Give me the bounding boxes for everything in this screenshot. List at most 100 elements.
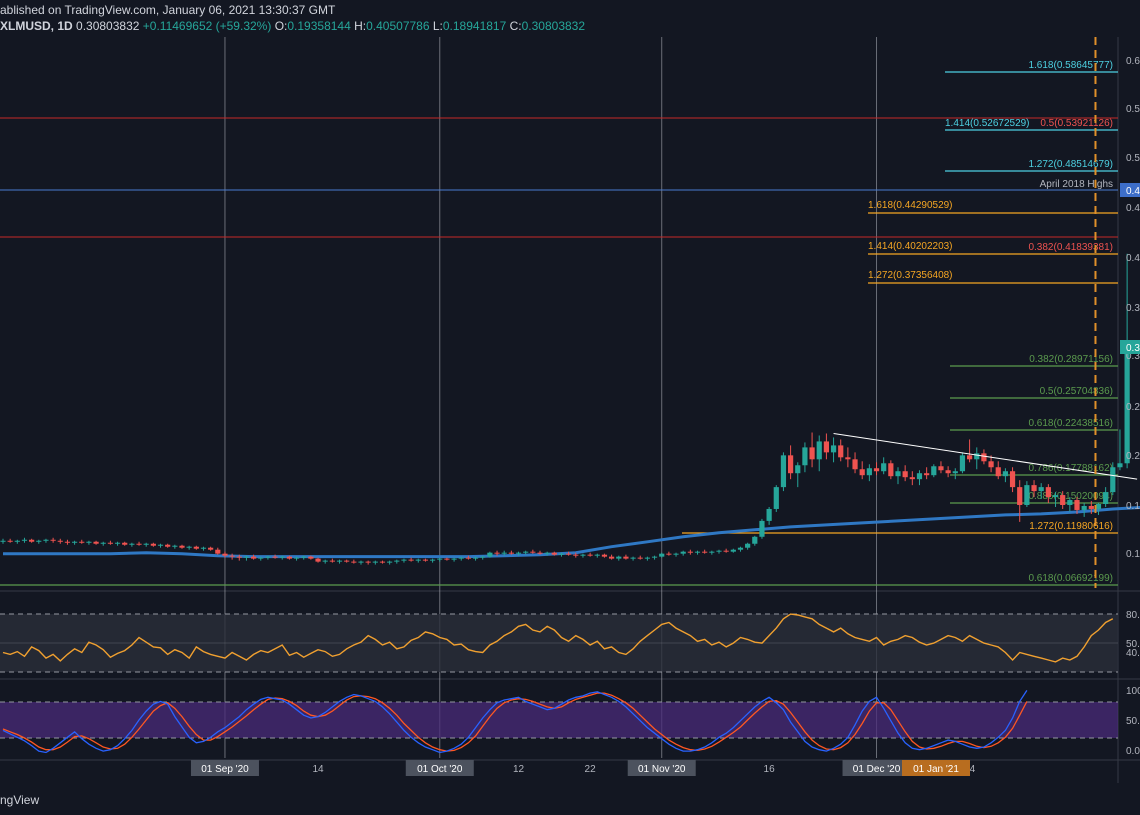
fib-level-label: 1.618(0.58645777) bbox=[1028, 60, 1113, 71]
candle-body bbox=[544, 552, 550, 554]
candle-body bbox=[995, 467, 1001, 477]
candle-body bbox=[229, 555, 235, 557]
candle-body bbox=[788, 455, 794, 474]
candle-body bbox=[21, 539, 28, 541]
open-label: O: bbox=[274, 19, 288, 33]
time-axis[interactable]: 01 Sep '20 14 01 Oct '20 12 22 01 Nov '20 16 01… bbox=[190, 760, 1140, 776]
candle-body bbox=[981, 453, 987, 462]
candle-body bbox=[716, 550, 722, 552]
candle-body bbox=[594, 554, 600, 556]
candle-body bbox=[623, 556, 629, 559]
candle-body bbox=[200, 547, 207, 549]
candle-body bbox=[1009, 471, 1016, 488]
fibonacci-levels: 1.618(0.58645777) 1.414(0.52672529) 0.5(0.… bbox=[0, 60, 1118, 586]
candle-body bbox=[451, 558, 457, 560]
candle-body bbox=[208, 547, 214, 550]
candle-body bbox=[816, 441, 822, 460]
time-tick-label: 16 bbox=[764, 764, 776, 775]
rsi-level-label: 50. bbox=[1126, 639, 1140, 650]
fib-level-label: 0.5(0.25704836) bbox=[1040, 386, 1113, 397]
published-note: ablished on TradingView.com, January 06,… bbox=[0, 3, 336, 17]
candle-body bbox=[293, 557, 300, 559]
candle-body bbox=[265, 556, 271, 558]
candle-body bbox=[1110, 467, 1116, 493]
candlestick-series bbox=[0, 253, 1130, 565]
time-tick-label: 01 Sep '20 bbox=[201, 764, 249, 775]
fib-level-label: 1.618(0.44290529) bbox=[868, 200, 953, 211]
candle-body bbox=[587, 554, 593, 556]
time-tick-label: 14 bbox=[312, 764, 324, 775]
candle-body bbox=[86, 541, 92, 543]
fib-extra-label: 0.5(0.53921126) bbox=[1040, 118, 1113, 129]
fib-level-label: 1.414(0.52672529) bbox=[945, 118, 1030, 129]
candle-body bbox=[802, 447, 808, 466]
candle-body bbox=[136, 543, 142, 545]
price-tick-label: 0.2 bbox=[1126, 451, 1140, 462]
candle-body bbox=[859, 469, 865, 476]
candle-body bbox=[1081, 505, 1087, 510]
candle-body bbox=[193, 546, 199, 549]
candle-body bbox=[387, 561, 393, 563]
price-axis[interactable]: 0.60.50.50.40.40.30.30.20.20.10.10.40.3 bbox=[1120, 56, 1140, 560]
high-value: 0.40507786 bbox=[366, 19, 430, 33]
descending-trendline bbox=[833, 432, 1138, 480]
candle-body bbox=[730, 549, 736, 552]
candle-body bbox=[759, 520, 765, 537]
horizontal-line-label: April 2018 Highs bbox=[1040, 179, 1113, 190]
candle-body bbox=[780, 455, 787, 488]
candle-body bbox=[179, 545, 185, 548]
candle-body bbox=[308, 556, 314, 559]
candle-body bbox=[630, 557, 636, 559]
candle-body bbox=[79, 541, 85, 543]
candle-body bbox=[931, 466, 937, 476]
price-tick-label: 0.6 bbox=[1126, 56, 1140, 67]
price-change: +0.11469652 (+59.32%) bbox=[142, 19, 272, 33]
candle-body bbox=[952, 471, 958, 474]
candle-body bbox=[43, 539, 49, 541]
candle-body bbox=[93, 541, 99, 544]
candle-body bbox=[795, 465, 801, 474]
footer: ngView bbox=[0, 784, 1140, 815]
low-label: L: bbox=[432, 19, 443, 33]
time-tick-label: 12 bbox=[513, 764, 525, 775]
fib-level-label: 0.886(0.15020094) bbox=[1028, 491, 1113, 502]
stoch-level-label: 0.0 bbox=[1126, 746, 1140, 757]
candle-body bbox=[873, 468, 880, 472]
candle-body bbox=[157, 544, 164, 546]
candle-body bbox=[1103, 492, 1109, 505]
candle-body bbox=[895, 471, 901, 477]
candle-body bbox=[279, 556, 285, 558]
rsi-line bbox=[2, 613, 1114, 663]
candle-body bbox=[1117, 463, 1123, 468]
candle-body bbox=[723, 550, 729, 552]
candle-body bbox=[680, 551, 686, 554]
candle-body bbox=[437, 558, 443, 560]
fib-level-label: 1.414(0.40202203) bbox=[868, 241, 953, 252]
candle-body bbox=[601, 554, 608, 557]
candle-body bbox=[114, 542, 121, 544]
candle-body bbox=[1045, 487, 1051, 498]
candle-body bbox=[7, 540, 13, 542]
candle-body bbox=[924, 473, 930, 476]
price-tick-label: 0.4 bbox=[1126, 253, 1140, 264]
candle-body bbox=[1038, 487, 1044, 492]
candle-body bbox=[29, 539, 35, 542]
candle-body bbox=[537, 552, 543, 554]
price-tick-label: 0.1 bbox=[1126, 501, 1140, 512]
symbol-label[interactable]: XLMUSD, 1D bbox=[0, 19, 73, 33]
candle-body bbox=[1095, 504, 1102, 509]
candle-body bbox=[329, 560, 335, 562]
candle-body bbox=[487, 552, 493, 557]
candle-body bbox=[122, 542, 128, 545]
candle-body bbox=[1067, 500, 1073, 505]
candle-body bbox=[508, 552, 514, 554]
rsi-level-label: 40. bbox=[1126, 648, 1140, 659]
candle-body bbox=[902, 471, 908, 478]
candle-body bbox=[702, 551, 708, 553]
candle-body bbox=[938, 466, 944, 471]
candle-body bbox=[1024, 485, 1030, 505]
candle-body bbox=[809, 447, 815, 460]
price-tick-label: 0.4 bbox=[1126, 203, 1140, 214]
candle-body bbox=[830, 445, 837, 453]
candle-body bbox=[379, 561, 386, 563]
